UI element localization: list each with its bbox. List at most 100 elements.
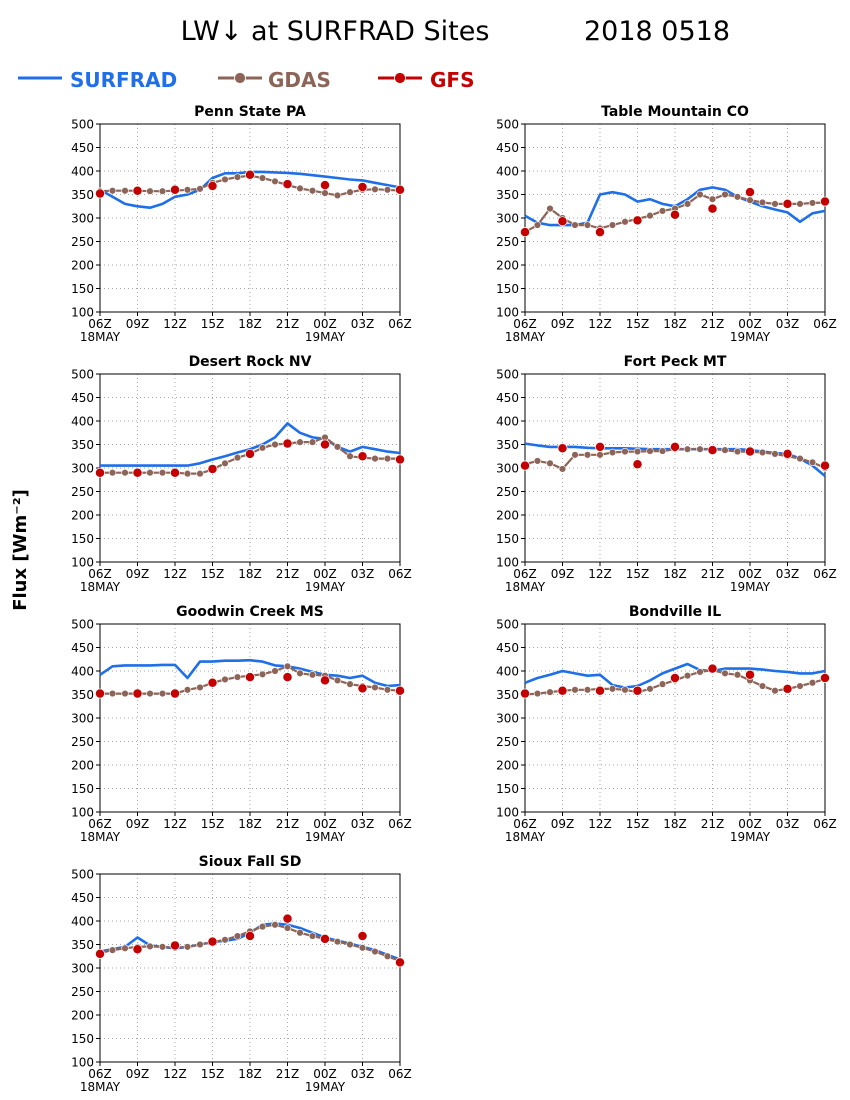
data-point <box>283 662 292 670</box>
figure-title-left: LW↓ at SURFRAD Sites <box>181 16 490 47</box>
data-point <box>796 454 804 463</box>
data-point <box>308 187 317 195</box>
data-point <box>132 688 143 699</box>
data-point <box>808 199 817 207</box>
y-tick-label: 500 <box>496 118 519 132</box>
data-point <box>282 672 293 683</box>
data-point <box>233 673 242 681</box>
data-point <box>632 215 643 226</box>
data-point <box>371 683 379 692</box>
legend-gdas-marker <box>234 72 246 84</box>
grid <box>525 374 825 562</box>
x-tick-label: 21Z <box>701 817 725 831</box>
y-tick-label: 400 <box>71 165 94 179</box>
data-point <box>346 680 354 688</box>
y-tick-label: 100 <box>71 1056 94 1070</box>
data-point <box>782 683 793 694</box>
data-point <box>183 686 192 694</box>
grid <box>100 124 400 312</box>
data-point <box>221 459 229 467</box>
data-point <box>333 443 342 451</box>
series-gfs <box>520 663 830 699</box>
x-tick-label: 21Z <box>276 567 300 581</box>
y-tick-label: 500 <box>496 618 519 632</box>
data-point <box>707 203 718 214</box>
x-date-label: 18MAY <box>80 830 121 844</box>
x-tick-label: 12Z <box>163 1067 187 1081</box>
data-point <box>533 221 542 229</box>
x-tick-label: 18Z <box>663 567 687 581</box>
data-point <box>132 467 143 478</box>
data-point <box>608 685 617 693</box>
data-point <box>221 675 229 684</box>
data-point <box>146 469 154 477</box>
x-tick-label: 15Z <box>626 567 650 581</box>
data-point <box>296 184 304 193</box>
data-point <box>708 195 717 203</box>
data-point <box>158 187 167 195</box>
panel-6: Sioux Fall SD 100 150 200 250 300 350 400 450 500… <box>71 854 412 1094</box>
x-tick-label: 09Z <box>551 567 575 581</box>
data-point <box>121 469 129 477</box>
data-point <box>683 200 692 208</box>
y-tick-label: 450 <box>496 141 519 155</box>
series-surfrad <box>99 658 401 688</box>
panel-title: Sioux Fall SD <box>199 854 302 870</box>
data-point <box>520 227 530 238</box>
data-point <box>308 671 317 679</box>
x-tick-label: 00Z <box>313 567 337 581</box>
y-tick-label: 350 <box>71 188 94 202</box>
y-tick-label: 450 <box>496 391 519 405</box>
data-point <box>595 227 605 238</box>
x-tick-label: 09Z <box>126 317 150 331</box>
panel-0: Penn State PA 100 150 200 250 300 350 400 450 500… <box>71 104 412 344</box>
data-point <box>383 454 392 463</box>
data-point <box>658 680 667 688</box>
x-tick-label: 06Z <box>88 567 112 581</box>
data-point <box>796 682 804 690</box>
x-tick-label: 06Z <box>813 317 837 331</box>
x-tick-label: 18Z <box>663 317 687 331</box>
data-point <box>282 438 293 449</box>
y-tick-label: 450 <box>71 391 94 405</box>
data-point <box>221 175 229 184</box>
data-point <box>758 682 767 690</box>
data-point <box>333 676 342 685</box>
data-point <box>646 685 654 693</box>
data-point <box>158 469 167 477</box>
data-point <box>245 169 255 180</box>
data-point <box>733 193 742 201</box>
x-tick-label: 09Z <box>126 567 150 581</box>
data-point <box>808 679 817 687</box>
data-point <box>395 685 405 696</box>
x-tick-label: 00Z <box>738 817 762 831</box>
legend-gfs-label: GFS <box>430 68 474 92</box>
data-point <box>108 946 117 954</box>
data-point <box>771 450 779 458</box>
data-point <box>333 937 342 946</box>
y-tick-label: 250 <box>71 735 94 749</box>
y-tick-label: 300 <box>496 462 519 476</box>
y-tick-label: 100 <box>71 806 94 820</box>
legend: SURFRAD GDAS GFS <box>18 68 474 92</box>
data-point <box>670 209 680 220</box>
x-date-label: 18MAY <box>80 1080 121 1094</box>
y-tick-label: 200 <box>71 509 94 523</box>
data-point <box>371 185 379 194</box>
y-tick-label: 500 <box>496 368 519 382</box>
series-gfs <box>95 438 405 478</box>
y-axis-label: Flux [Wm⁻²] <box>10 489 31 611</box>
y-tick-label: 400 <box>71 915 94 929</box>
x-tick-label: 06Z <box>388 567 412 581</box>
x-tick-label: 15Z <box>201 817 225 831</box>
x-date-label: 19MAY <box>730 330 771 344</box>
y-tick-label: 150 <box>496 282 519 296</box>
data-point <box>132 944 143 955</box>
data-point <box>108 187 117 195</box>
data-point <box>271 440 279 449</box>
y-tick-label: 450 <box>71 641 94 655</box>
y-tick-label: 300 <box>71 712 94 726</box>
y-tick-label: 200 <box>496 509 519 523</box>
panel-title: Goodwin Creek MS <box>176 604 324 620</box>
y-tick-label: 150 <box>71 1032 94 1046</box>
